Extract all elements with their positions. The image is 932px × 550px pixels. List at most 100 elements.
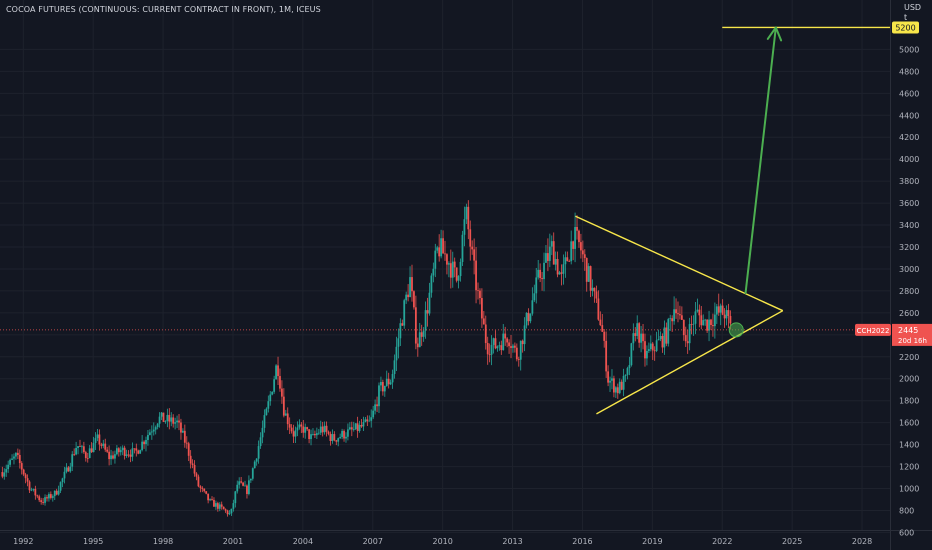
candle-body: [366, 419, 369, 422]
candle-body: [455, 267, 458, 281]
candle-body: [479, 290, 481, 298]
candle-body: [725, 310, 728, 319]
candle-body: [533, 293, 536, 301]
candle-body: [704, 319, 707, 321]
candle-body: [335, 440, 338, 442]
scale-toggle-icon[interactable]: t: [904, 13, 908, 22]
candle-body: [682, 319, 685, 336]
candle-body: [354, 423, 357, 430]
candle-body: [67, 467, 70, 472]
target-arrow: [744, 26, 777, 295]
candle-body: [597, 298, 600, 320]
candle-body: [193, 464, 196, 474]
candle-body: [92, 443, 95, 453]
candle-body: [527, 312, 530, 322]
candle-body: [500, 345, 503, 351]
candle-body: [125, 454, 128, 456]
candle-body: [273, 379, 276, 392]
candle-body: [537, 269, 540, 278]
candle-body: [595, 291, 598, 299]
candle-body: [290, 427, 293, 432]
candle-body: [199, 486, 202, 488]
candle-body: [216, 503, 219, 509]
candle-body: [710, 319, 712, 326]
candle-body: [28, 481, 31, 491]
candle-body: [556, 259, 559, 275]
candle-body: [71, 454, 74, 467]
candle-body: [102, 443, 105, 446]
candle-body: [343, 430, 345, 439]
candle-body: [119, 450, 122, 453]
candle-body: [360, 425, 363, 427]
candle-body: [230, 508, 233, 514]
candle-body: [713, 314, 716, 327]
candle-body: [236, 484, 239, 492]
candle-body: [515, 347, 518, 360]
candle-body: [44, 497, 46, 503]
candle-body: [253, 461, 256, 469]
candle-body: [296, 427, 299, 431]
candle-body: [20, 463, 23, 470]
candle-body: [407, 294, 410, 298]
candle-body: [306, 427, 309, 430]
candle-body: [667, 319, 670, 344]
candle-body: [385, 378, 388, 387]
candle-body: [82, 446, 85, 453]
candle-body: [679, 314, 681, 316]
x-tick-label: 2022: [712, 537, 732, 546]
candle-body: [59, 482, 62, 491]
candle-body: [653, 350, 656, 352]
candle-body: [1, 472, 4, 477]
candle-body: [164, 421, 167, 422]
candle-body: [339, 436, 342, 439]
x-tick-label: 1995: [83, 537, 103, 546]
currency-selector[interactable]: USD t: [904, 3, 921, 23]
candle-body: [706, 319, 709, 331]
candle-body: [414, 307, 417, 344]
candle-body: [663, 327, 666, 348]
candle-body: [337, 438, 340, 442]
candle-body: [513, 345, 516, 348]
candle-body: [523, 325, 526, 345]
candle-body: [471, 246, 474, 250]
candle-body: [611, 378, 613, 381]
candle-body: [185, 442, 188, 444]
candle-body: [51, 496, 54, 498]
candle-body: [234, 491, 237, 504]
candle-body: [88, 448, 91, 459]
candle-body: [517, 359, 520, 361]
candle-body: [191, 463, 194, 465]
candle-body: [100, 444, 103, 446]
candle-body: [605, 340, 608, 372]
candle-body: [457, 276, 460, 281]
x-tick-label: 2010: [432, 537, 452, 546]
x-tick-label: 1992: [13, 537, 33, 546]
candle-body: [422, 330, 425, 337]
candle-body: [259, 437, 262, 447]
candle-body: [630, 343, 633, 366]
candle-body: [292, 431, 295, 437]
candle-body: [564, 257, 567, 265]
candle-body: [426, 310, 429, 314]
candle-body: [368, 420, 371, 422]
candle-body: [576, 226, 578, 231]
candle-body: [345, 436, 347, 439]
candle-body: [32, 488, 35, 490]
candle-body: [158, 416, 161, 424]
candle-body: [477, 290, 479, 292]
candle-body: [504, 333, 507, 339]
candle-body: [261, 427, 264, 438]
candle-body: [459, 261, 462, 277]
y-tick-label: 3400: [899, 221, 919, 230]
candle-body: [201, 487, 204, 489]
candle-body: [545, 253, 547, 263]
candle-body: [690, 324, 693, 325]
candle-body: [131, 448, 134, 457]
candle-body: [160, 412, 163, 417]
candle-body: [508, 342, 510, 347]
candle-body: [430, 275, 433, 293]
candle-body: [218, 504, 221, 509]
candle-body: [480, 297, 483, 319]
